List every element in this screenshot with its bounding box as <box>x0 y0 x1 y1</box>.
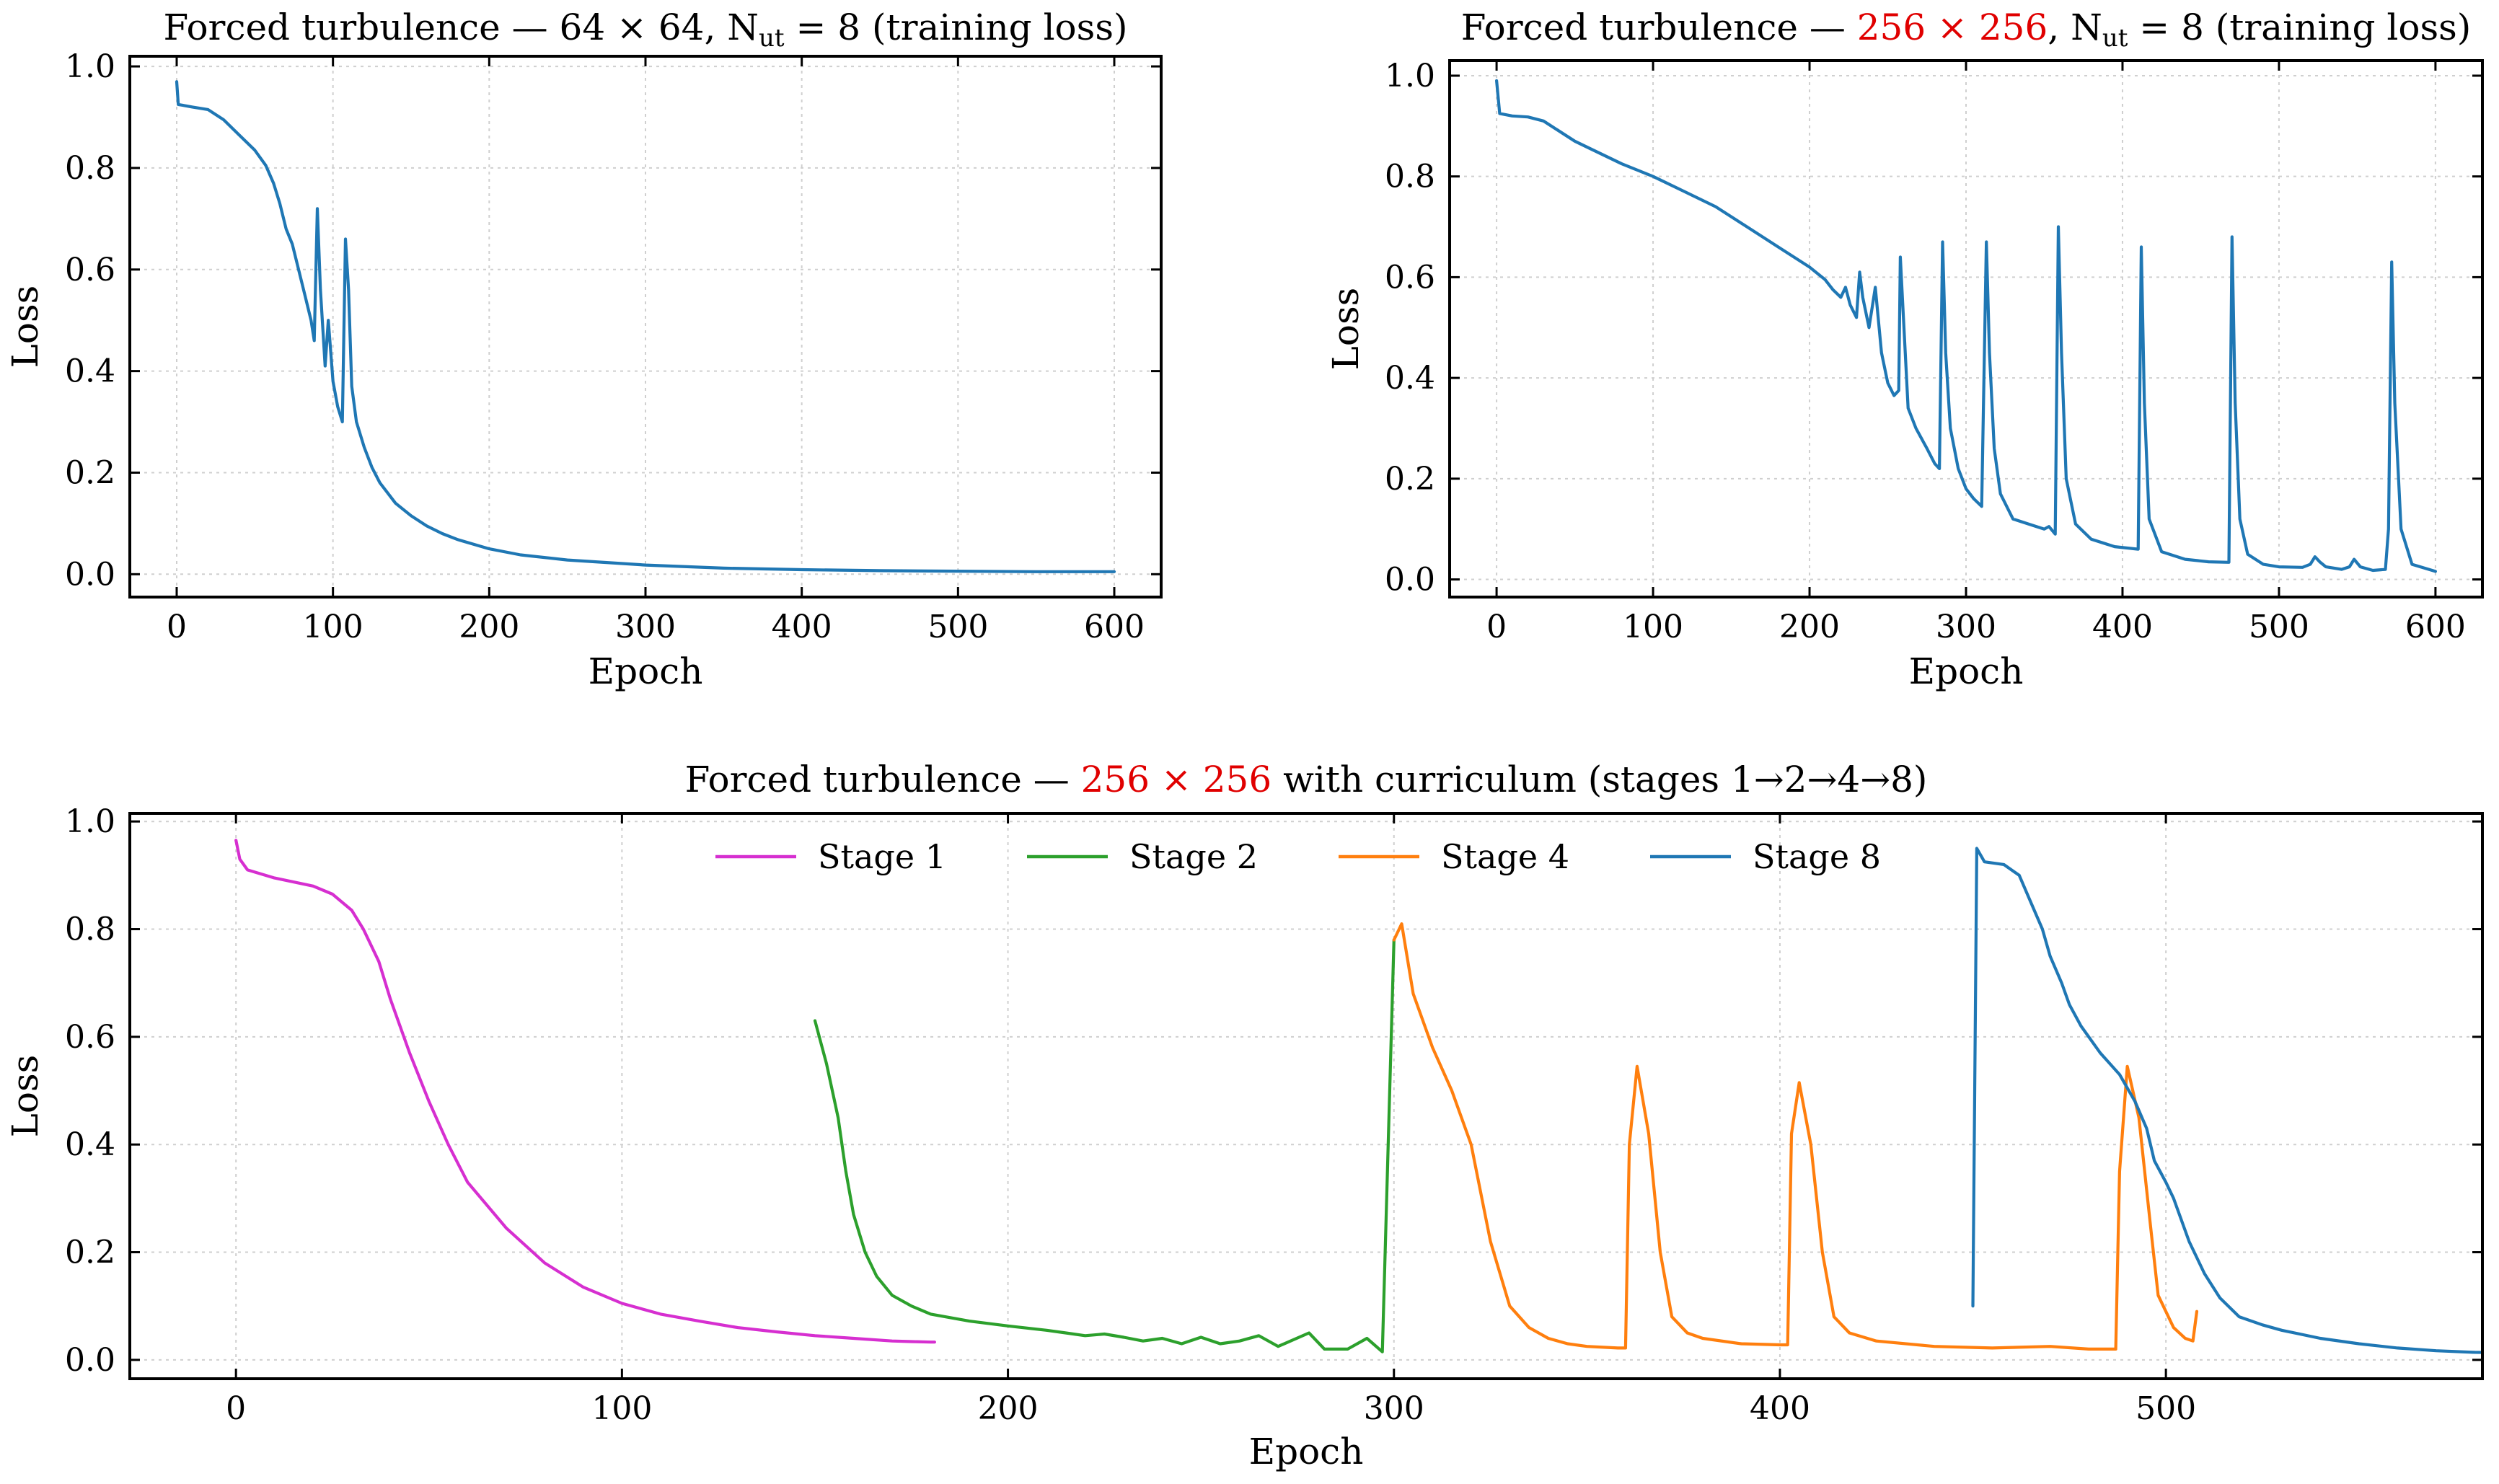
plot-area <box>234 839 2482 1354</box>
y-tick-label: 1.0 <box>65 803 115 840</box>
chart-title: Forced turbulence — 64 × 64, Nut = 8 (tr… <box>164 6 1128 53</box>
x-tick-label: 0 <box>1486 609 1507 645</box>
subplot-top-left: 0 100 200 300 400 500 600 0.0 0.2 0.4 0.6 0.8 1.0 Epo… <box>4 6 1163 692</box>
y-tick-label: 0.8 <box>65 911 115 948</box>
x-tick-label: 500 <box>927 609 988 645</box>
x-tick-label: 200 <box>459 609 519 645</box>
x-tick-label: 400 <box>2092 609 2153 645</box>
chart-title: Forced turbulence — 256 × 256, Nut = 8 (… <box>1461 6 2472 53</box>
plot-area <box>175 80 1116 573</box>
series-line-stage-1 <box>234 839 936 1344</box>
chart-title: Forced turbulence — 256 × 256 with curri… <box>685 759 1928 800</box>
y-tick-label: 0.4 <box>1385 360 1435 397</box>
x-tick-label: 100 <box>303 609 363 645</box>
y-axis-label: Loss <box>4 1055 46 1138</box>
legend-item: Stage 8 <box>1650 837 1881 876</box>
legend-label: Stage 4 <box>1441 837 1569 876</box>
y-tick-label: 0.2 <box>65 454 115 491</box>
y-tick-label: 0.0 <box>65 556 115 593</box>
x-tick-label: 300 <box>1364 1390 1424 1427</box>
legend-item: Stage 4 <box>1339 837 1569 876</box>
y-tick-label: 0.4 <box>65 353 115 390</box>
loss-curve <box>175 80 1116 573</box>
y-tick-label: 0.8 <box>1385 159 1435 195</box>
loss-curve <box>1495 79 2437 573</box>
legend: Stage 1 Stage 2 Stage 4 Stage 8 <box>715 837 1881 876</box>
plot-area <box>1495 79 2437 573</box>
series-line-stage-4 <box>1392 922 2199 1351</box>
y-axis-label: Loss <box>4 286 46 368</box>
legend-label: Stage 8 <box>1753 837 1881 876</box>
x-tick-label: 500 <box>2136 1390 2196 1427</box>
x-tick-label: 0 <box>167 609 187 645</box>
legend-label: Stage 2 <box>1129 837 1258 876</box>
y-tick-label: 1.0 <box>65 48 115 85</box>
y-tick-label: 1.0 <box>1385 58 1435 94</box>
series-line-stage-2 <box>813 938 1396 1353</box>
axes-frame <box>128 812 2484 1380</box>
legend-label: Stage 1 <box>818 837 946 876</box>
x-tick-label: 0 <box>226 1390 246 1427</box>
y-tick-label: 0.8 <box>65 150 115 187</box>
x-tick-label: 200 <box>978 1390 1039 1427</box>
y-axis-label: Loss <box>1325 288 1367 371</box>
y-tick-label: 0.6 <box>65 252 115 288</box>
y-tick-label: 0.4 <box>65 1126 115 1163</box>
x-tick-label: 400 <box>1750 1390 1810 1427</box>
x-tick-label: 100 <box>591 1390 652 1427</box>
x-tick-label: 400 <box>772 609 832 645</box>
x-axis-label: Epoch <box>1249 1431 1364 1472</box>
x-tick-label: 100 <box>1623 609 1683 645</box>
x-axis-label: Epoch <box>589 650 703 692</box>
x-tick-label: 600 <box>1084 609 1145 645</box>
x-tick-label: 300 <box>615 609 676 645</box>
subplot-bottom: 0 100 200 300 400 500 0.0 0.2 0.4 0.6 0.8 1.0 Epoch L… <box>4 759 2484 1472</box>
series-line-stage-8 <box>1971 847 2482 1354</box>
legend-item: Stage 1 <box>715 837 946 876</box>
subplot-top-right: 0 100 200 300 400 500 600 0.0 0.2 0.4 0.6 0.8 1.0 Epo… <box>1325 6 2484 692</box>
x-tick-label: 200 <box>1779 609 1840 645</box>
y-tick-label: 0.0 <box>1385 562 1435 599</box>
y-tick-label: 0.6 <box>65 1019 115 1056</box>
legend-item: Stage 2 <box>1027 837 1258 876</box>
x-tick-label: 600 <box>2405 609 2466 645</box>
y-tick-label: 0.0 <box>65 1342 115 1379</box>
y-tick-label: 0.2 <box>65 1235 115 1271</box>
y-tick-label: 0.2 <box>1385 461 1435 498</box>
y-tick-label: 0.6 <box>1385 259 1435 296</box>
x-axis-label: Epoch <box>1909 650 2024 692</box>
x-tick-label: 500 <box>2249 609 2309 645</box>
x-tick-label: 300 <box>1936 609 1996 645</box>
